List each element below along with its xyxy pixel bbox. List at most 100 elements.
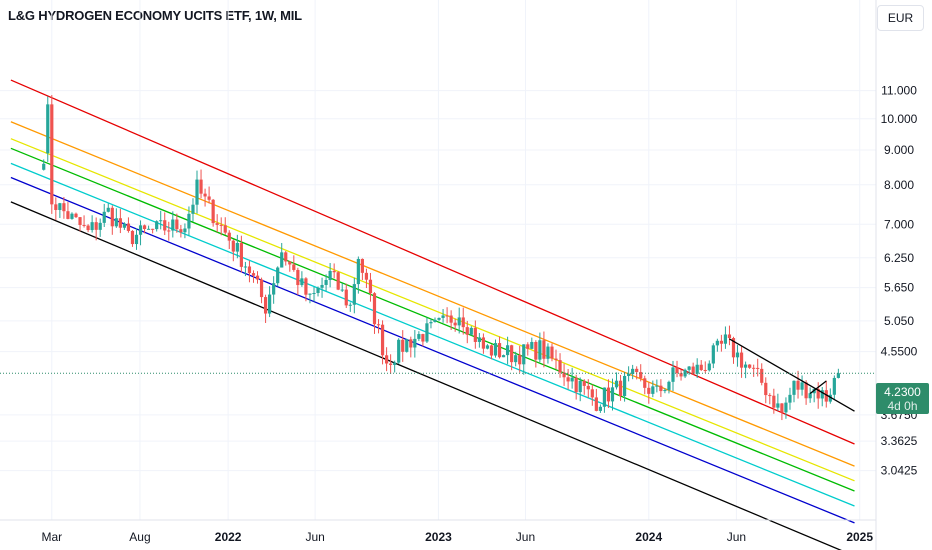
candle xyxy=(522,344,526,375)
currency-button[interactable]: EUR xyxy=(877,5,924,31)
x-tick-label: 2025 xyxy=(846,530,873,544)
candle xyxy=(239,235,243,273)
channel-line xyxy=(10,121,855,467)
candle xyxy=(735,345,740,367)
candle xyxy=(808,387,812,403)
candle xyxy=(263,294,268,324)
y-tick-label: 8.000 xyxy=(884,178,914,192)
candle xyxy=(389,354,393,374)
candle xyxy=(235,234,239,259)
candle xyxy=(449,310,453,331)
x-tick-label: Jun xyxy=(516,530,535,544)
candle xyxy=(211,198,215,227)
candle xyxy=(594,388,598,412)
candle xyxy=(130,230,135,247)
candle xyxy=(820,387,824,407)
x-tick-label: 2024 xyxy=(635,530,662,544)
candle xyxy=(780,403,784,421)
y-tick-label: 6.250 xyxy=(884,251,914,265)
grid-lines xyxy=(0,0,876,520)
candle xyxy=(86,224,90,233)
candle xyxy=(276,266,280,287)
candle xyxy=(364,268,369,289)
y-tick-label: 7.000 xyxy=(884,217,914,231)
y-tick-label: 4.5500 xyxy=(881,345,918,359)
price-axis[interactable]: 11.000 10.000 9.000 8.000 7.000 6.250 5.650 5.0… xyxy=(881,84,918,478)
candle xyxy=(631,364,635,380)
candle xyxy=(627,366,631,382)
candle xyxy=(772,388,776,414)
candle xyxy=(683,368,687,379)
candle xyxy=(74,212,78,219)
candle xyxy=(199,169,203,199)
candle xyxy=(122,222,127,230)
candle xyxy=(610,378,615,411)
candle xyxy=(82,215,86,228)
candle xyxy=(715,338,719,352)
candle xyxy=(368,272,373,302)
candle xyxy=(570,367,574,389)
candle xyxy=(98,218,102,237)
candle xyxy=(618,374,623,401)
candle xyxy=(179,225,183,238)
candle xyxy=(42,159,46,171)
candle xyxy=(340,283,344,292)
candle xyxy=(191,198,195,222)
candle xyxy=(90,215,94,233)
channel-line xyxy=(10,176,855,524)
candle xyxy=(651,380,655,398)
candle xyxy=(356,256,360,294)
candle xyxy=(296,267,300,296)
y-tick-label: 10.000 xyxy=(881,112,918,126)
candle xyxy=(433,317,437,323)
candle xyxy=(142,224,147,234)
candle xyxy=(247,260,252,283)
candle xyxy=(425,317,429,344)
candle xyxy=(743,361,748,379)
candle xyxy=(397,338,401,364)
candle xyxy=(776,393,780,411)
candle xyxy=(804,380,808,405)
candle xyxy=(183,223,187,239)
candle xyxy=(78,217,82,232)
candle xyxy=(118,208,122,234)
candle xyxy=(417,331,421,341)
candle xyxy=(320,277,324,298)
candle xyxy=(465,320,469,344)
candle xyxy=(380,320,385,365)
candle xyxy=(501,354,506,358)
candle xyxy=(312,286,316,302)
trend-lines xyxy=(729,338,855,412)
channel-line xyxy=(10,138,855,482)
candle xyxy=(384,347,389,372)
candle xyxy=(792,380,796,403)
candle xyxy=(376,319,381,334)
candle xyxy=(421,333,425,347)
last-price-value: 4.2300 xyxy=(884,385,921,399)
x-tick-label: 2023 xyxy=(425,530,452,544)
candle xyxy=(764,377,768,404)
candle xyxy=(489,344,494,360)
candle xyxy=(437,317,441,321)
candles xyxy=(42,95,840,421)
candle xyxy=(727,325,732,346)
candle xyxy=(175,213,179,233)
x-tick-label: Jun xyxy=(727,530,746,544)
candle xyxy=(695,358,699,379)
candle xyxy=(441,309,445,323)
candle xyxy=(655,379,659,393)
candle xyxy=(243,261,248,277)
candle xyxy=(255,271,260,284)
candle xyxy=(360,258,364,281)
candle xyxy=(163,212,167,236)
channel-line xyxy=(10,162,855,507)
candle xyxy=(288,261,292,272)
candle xyxy=(768,393,772,405)
candle xyxy=(703,361,707,374)
time-axis[interactable]: Mar Aug 2022 Jun 2023 Jun 2024 Jun 2025 xyxy=(41,530,873,544)
candle xyxy=(203,188,207,207)
candle xyxy=(760,363,764,386)
candle xyxy=(413,330,417,358)
candle xyxy=(147,225,151,230)
